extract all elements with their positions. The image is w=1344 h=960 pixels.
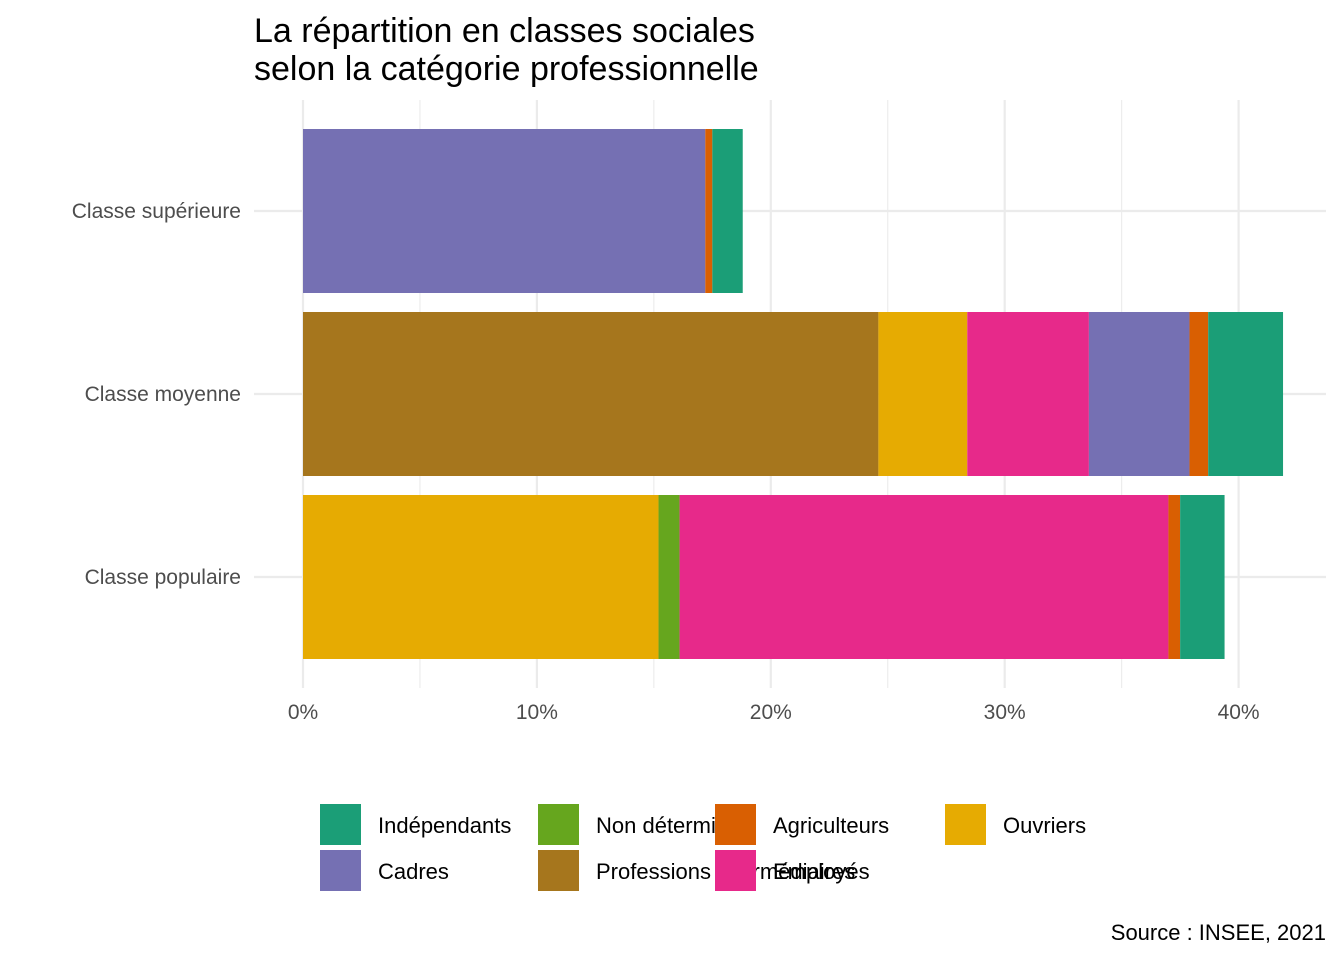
legend-key-independants (320, 804, 361, 845)
legend-label-employes: Employés (773, 859, 870, 884)
y-axis-label-classe-moyenne: Classe moyenne (85, 383, 241, 406)
legend-key-cadres (320, 850, 361, 891)
bar-segment-classe-moyenne-agriculteurs (1189, 312, 1209, 476)
legend-key-employes (715, 850, 756, 891)
legend-label-agriculteurs: Agriculteurs (773, 813, 889, 838)
chart-title-line-1: La répartition en classes sociales (254, 12, 755, 50)
legend-label-ouvriers: Ouvriers (1003, 813, 1086, 838)
bars (303, 129, 1284, 659)
bar-segment-classe-superieure-agriculteurs (705, 129, 713, 293)
x-tick-label: 20% (750, 701, 792, 724)
legend-key-agriculteurs (715, 804, 756, 845)
x-axis-tick-labels: 0% 10% 20% 30% 40% (288, 701, 1260, 724)
x-tick-label: 40% (1218, 701, 1260, 724)
x-tick-label: 30% (984, 701, 1026, 724)
bar-segment-classe-populaire-employes (679, 495, 1169, 659)
bar-segment-classe-populaire-independants (1180, 495, 1225, 659)
bar-segment-classe-moyenne-cadres (1088, 312, 1190, 476)
bar-segment-classe-superieure-independants (712, 129, 743, 293)
bar-segment-classe-moyenne-independants (1208, 312, 1284, 476)
chart-title-line-2: selon la catégorie professionnelle (254, 50, 759, 88)
legend-key-non-determine (538, 804, 579, 845)
x-tick-label: 10% (516, 701, 558, 724)
y-axis-label-classe-superieure: Classe supérieure (72, 200, 241, 223)
legend-key-ouvriers (945, 804, 986, 845)
bar-segment-classe-populaire-ouvriers (303, 495, 659, 659)
legend-label-independants: Indépendants (378, 813, 511, 838)
bar-segment-classe-moyenne-ouvriers (878, 312, 968, 476)
bar-segment-classe-superieure-cadres (303, 129, 706, 293)
legend-label-cadres: Cadres (378, 859, 449, 884)
bar-segment-classe-populaire-non-determine (658, 495, 680, 659)
legend-key-professions-intermediaires (538, 850, 579, 891)
y-axis-label-classe-populaire: Classe populaire (85, 566, 241, 589)
bar-segment-classe-moyenne-employes (967, 312, 1089, 476)
bar-segment-classe-moyenne-professions-intermediaires (303, 312, 879, 476)
x-tick-label: 0% (288, 701, 318, 724)
category-labels: Classe supérieure Classe moyenne Classe po… (72, 200, 241, 589)
bar-segment-classe-populaire-agriculteurs (1168, 495, 1181, 659)
chart-caption: Source : INSEE, 2021 (1111, 920, 1326, 945)
